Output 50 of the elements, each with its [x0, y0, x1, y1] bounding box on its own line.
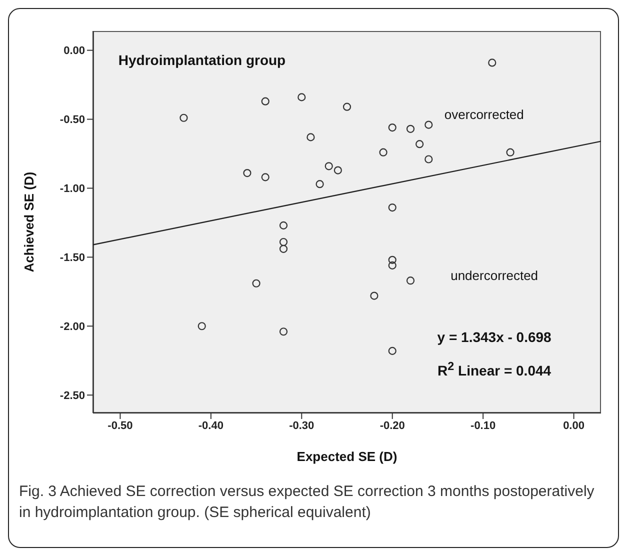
- x-tick-label: -0.40: [198, 420, 224, 432]
- annotation: overcorrected: [444, 107, 524, 122]
- y-tick-label: -2.00: [60, 321, 85, 334]
- point: [334, 166, 342, 174]
- point: [506, 148, 514, 156]
- caption: Fig. 3 Achieved SE correction versus expected SE correction 3 months postoperatively in hydroimplantation group. (SE spherical equivalent): [19, 482, 596, 523]
- y-tick-label: -2.50: [60, 390, 85, 402]
- point: [488, 58, 496, 67]
- point: [279, 244, 288, 253]
- point: [388, 123, 396, 132]
- point: [406, 124, 415, 133]
- point: [324, 162, 333, 170]
- annotation: y = 1.343x - 0.698: [437, 328, 552, 345]
- annotation: undercorrected: [450, 268, 538, 283]
- point: [252, 279, 260, 288]
- y-tick-label: -1.00: [60, 183, 85, 196]
- point: [406, 276, 415, 285]
- point: [261, 173, 270, 182]
- point: [388, 261, 396, 270]
- point: [279, 238, 288, 246]
- point: [198, 322, 206, 330]
- point: [424, 155, 433, 164]
- x-tick-label: -0.10: [470, 420, 496, 432]
- x-tick-label: -0.50: [108, 420, 133, 432]
- x-tick-label: 0.00: [563, 420, 584, 432]
- annotation: R$^{2}$ Linear = 0.044: [438, 360, 552, 378]
- y-axis-title: Achieved SE (D): [22, 172, 37, 272]
- point: [388, 346, 396, 355]
- point: [243, 168, 252, 178]
- x-tick-label: -0.20: [380, 420, 405, 432]
- x-axis-title: Expected SE (D): [296, 449, 398, 464]
- point: [342, 102, 352, 111]
- point: [316, 180, 324, 188]
- point: [261, 97, 270, 106]
- point: [370, 292, 378, 300]
- point: [298, 93, 306, 102]
- point: [424, 120, 433, 129]
- y-tick-label: 0.00: [64, 45, 85, 58]
- point: [279, 328, 288, 336]
- point: [379, 148, 388, 156]
- point: [180, 114, 188, 122]
- y-tick-label: -0.50: [60, 114, 85, 126]
- point: [279, 221, 288, 230]
- x-tick-label: -0.30: [289, 420, 314, 432]
- annotation: Hydroimplantation group: [118, 52, 286, 68]
- point: [416, 140, 424, 148]
- y-tick-label: -1.50: [60, 252, 85, 264]
- point: [388, 256, 396, 264]
- point: [306, 133, 315, 142]
- point: [388, 203, 396, 212]
